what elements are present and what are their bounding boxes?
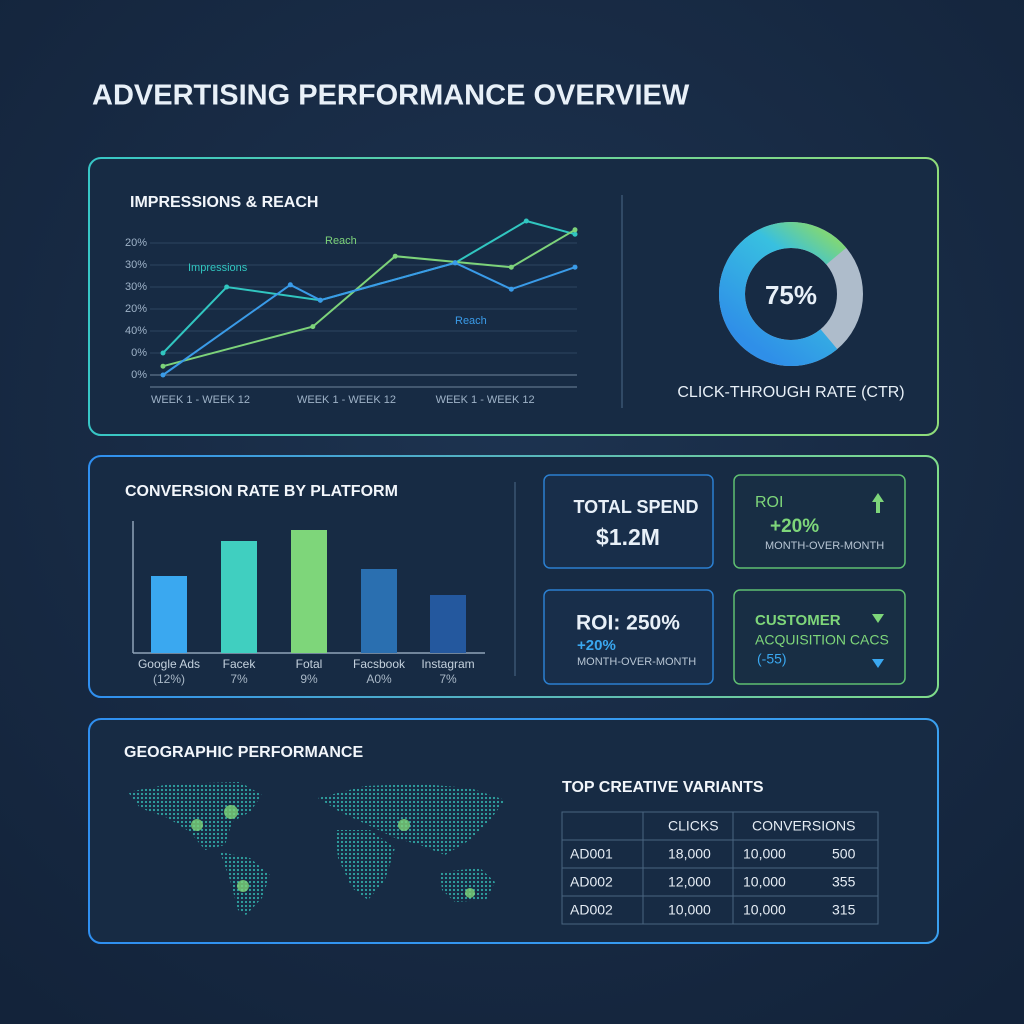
table-cell: AD001 bbox=[570, 846, 613, 862]
hotspot bbox=[398, 819, 410, 831]
table-cell: 12,000 bbox=[668, 874, 711, 890]
line-point bbox=[392, 253, 398, 259]
table-cell: 10,000 bbox=[743, 902, 786, 918]
table-cell: 355 bbox=[832, 874, 856, 890]
kpi-value: ACQUISITION CACS bbox=[755, 632, 889, 648]
bar bbox=[361, 569, 397, 653]
panel bbox=[88, 157, 939, 436]
series-label: Reach bbox=[455, 315, 487, 327]
kpi-value: +20% bbox=[577, 637, 616, 654]
table-title: TOP CREATIVE VARIANTS bbox=[562, 779, 764, 796]
continent bbox=[128, 782, 262, 850]
y-tick-label: 0% bbox=[131, 369, 147, 381]
x-tick-sublabel: (12%) bbox=[153, 672, 185, 686]
line-point bbox=[310, 324, 316, 330]
table-cell: 10,000 bbox=[743, 874, 786, 890]
x-tick-sublabel: 7% bbox=[230, 672, 248, 686]
y-tick-label: 30% bbox=[125, 259, 147, 271]
x-tick-label: Fotal bbox=[296, 657, 323, 671]
page-title: ADVERTISING PERFORMANCE OVERVIEW bbox=[92, 80, 690, 112]
series-label: Reach bbox=[325, 235, 357, 247]
x-tick-label: Instagram bbox=[421, 657, 474, 671]
panel bbox=[88, 718, 939, 944]
kpi-note: MONTH-OVER-MONTH bbox=[577, 656, 696, 668]
bar bbox=[221, 541, 257, 653]
donut-label: CLICK-THROUGH RATE (CTR) bbox=[677, 384, 904, 401]
line-point bbox=[523, 218, 529, 224]
line-point bbox=[317, 297, 323, 303]
up-arrow bbox=[872, 493, 884, 513]
kpi-label: ROI bbox=[755, 494, 783, 511]
table-cell: 10,000 bbox=[668, 902, 711, 918]
donut-value: 75% bbox=[765, 280, 817, 310]
x-tick-sublabel: A0% bbox=[366, 672, 392, 686]
y-tick-label: 40% bbox=[125, 325, 147, 337]
table-cell: 500 bbox=[832, 846, 856, 862]
world-map bbox=[128, 782, 505, 915]
hotspot bbox=[465, 888, 475, 898]
x-tick-label: Google Ads bbox=[138, 657, 200, 671]
kpi-value: +20% bbox=[770, 516, 819, 537]
x-tick-label: WEEK 1 - WEEK 12 bbox=[151, 394, 250, 406]
down-arrow bbox=[872, 614, 884, 623]
bar bbox=[151, 576, 187, 653]
hotspot bbox=[224, 805, 238, 819]
kpi-card bbox=[543, 474, 714, 569]
x-tick-label: WEEK 1 - WEEK 12 bbox=[297, 394, 396, 406]
line-point bbox=[508, 264, 514, 270]
line-point bbox=[572, 264, 578, 270]
line-point bbox=[508, 286, 514, 292]
line-point bbox=[160, 363, 166, 369]
line-series bbox=[162, 261, 576, 376]
kpi-note: (-55) bbox=[757, 651, 787, 667]
bar bbox=[430, 595, 466, 653]
x-tick-sublabel: 7% bbox=[439, 672, 457, 686]
continent bbox=[440, 868, 495, 902]
x-tick-label: WEEK 1 - WEEK 12 bbox=[436, 394, 535, 406]
section-title: GEOGRAPHIC PERFORMANCE bbox=[124, 744, 363, 761]
kpi-label: CUSTOMER bbox=[755, 612, 841, 629]
table-cell: 18,000 bbox=[668, 846, 711, 862]
table-cell: 10,000 bbox=[743, 846, 786, 862]
table-cell: AD002 bbox=[570, 902, 613, 918]
x-tick-sublabel: 9% bbox=[300, 672, 318, 686]
table-cell: AD002 bbox=[570, 874, 613, 890]
chart-title: IMPRESSIONS & REACH bbox=[130, 194, 318, 211]
down-arrow bbox=[872, 659, 884, 668]
series-label: Impressions bbox=[188, 262, 248, 274]
x-tick-label: Facek bbox=[223, 657, 257, 671]
y-tick-label: 30% bbox=[125, 281, 147, 293]
donut-arc bbox=[719, 222, 863, 366]
hotspot bbox=[191, 819, 203, 831]
bar bbox=[291, 530, 327, 653]
line-point bbox=[160, 350, 166, 356]
kpi-card bbox=[733, 589, 906, 685]
line-point bbox=[452, 260, 458, 266]
line-point bbox=[572, 231, 578, 237]
line-point bbox=[287, 282, 293, 288]
chart-title: CONVERSION RATE BY PLATFORM bbox=[125, 483, 398, 500]
hotspot bbox=[237, 880, 249, 892]
kpi-card bbox=[733, 474, 906, 569]
table-cell: 315 bbox=[832, 902, 856, 918]
y-tick-label: 0% bbox=[131, 347, 147, 359]
kpi-card bbox=[543, 589, 714, 685]
line-point bbox=[572, 227, 578, 233]
continent bbox=[335, 830, 395, 900]
continent bbox=[318, 784, 505, 855]
y-tick-label: 20% bbox=[125, 303, 147, 315]
line-point bbox=[224, 284, 230, 290]
table bbox=[561, 811, 879, 925]
kpi-label: ROI: 250% bbox=[576, 612, 680, 635]
y-tick-label: 20% bbox=[125, 237, 147, 249]
kpi-label: TOTAL SPEND bbox=[573, 497, 698, 517]
kpi-note: MONTH-OVER-MONTH bbox=[765, 540, 884, 552]
x-tick-label: Facsbook bbox=[353, 657, 406, 671]
kpi-value: $1.2M bbox=[596, 524, 660, 550]
line-point bbox=[160, 372, 166, 378]
table-header: CLICKS bbox=[668, 818, 719, 834]
table-header: CONVERSIONS bbox=[752, 818, 855, 834]
